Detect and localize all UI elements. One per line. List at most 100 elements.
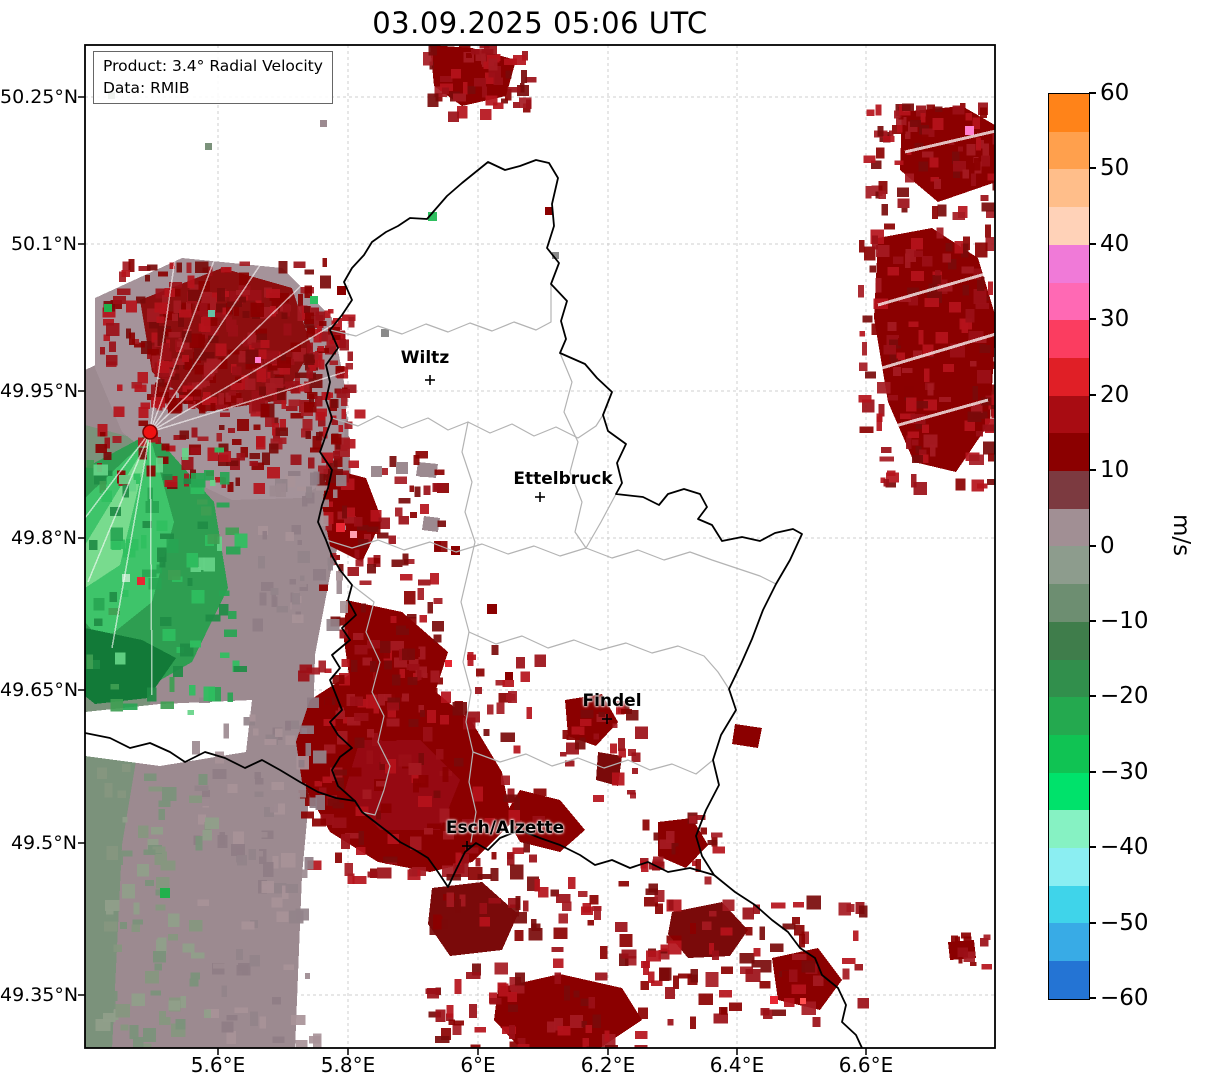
radar-pixel bbox=[142, 1028, 157, 1042]
radar-pixel bbox=[220, 652, 230, 659]
radar-pixel bbox=[298, 759, 305, 768]
radar-pixel bbox=[413, 455, 420, 466]
radar-pixel bbox=[285, 406, 298, 411]
radar-pixel bbox=[1000, 421, 1006, 429]
radar-pixel bbox=[401, 693, 409, 702]
radar-pixel bbox=[897, 198, 910, 209]
radar-pixel bbox=[101, 490, 112, 502]
radar-pixel bbox=[86, 654, 94, 669]
radar-pixel bbox=[665, 987, 676, 1000]
colorbar bbox=[1048, 93, 1090, 1000]
radar-pixel bbox=[866, 109, 875, 117]
radar-pixel bbox=[366, 750, 373, 764]
radar-pixel bbox=[648, 971, 655, 984]
radar-pixel bbox=[519, 97, 532, 109]
radar-pixel bbox=[945, 242, 953, 252]
radar-pixel bbox=[172, 358, 186, 365]
radar-pixel bbox=[885, 482, 896, 488]
radar-pixel bbox=[407, 677, 418, 685]
radar-pixel bbox=[366, 564, 377, 574]
data-source-label: Data: RMIB bbox=[103, 78, 190, 97]
radar-pixel bbox=[401, 858, 410, 865]
radar-pixel bbox=[336, 571, 343, 581]
radar-pixel bbox=[103, 966, 109, 977]
radar-pixel bbox=[160, 343, 170, 356]
radar-pixel bbox=[390, 616, 397, 623]
radar-pixel bbox=[253, 424, 261, 431]
radar-pixel bbox=[352, 632, 364, 641]
radar-pixel bbox=[122, 574, 130, 582]
radar-pixel bbox=[159, 533, 174, 540]
radar-pixel bbox=[932, 275, 942, 286]
radar-pixel bbox=[352, 876, 367, 885]
radar-pixel bbox=[552, 958, 564, 968]
radar-pixel bbox=[105, 355, 118, 366]
radar-pixel bbox=[230, 382, 244, 391]
radar-pixel bbox=[432, 687, 438, 698]
radar-pixel bbox=[937, 306, 949, 322]
radar-pixel bbox=[471, 64, 483, 74]
radar-pixel bbox=[147, 838, 159, 851]
radar-pixel bbox=[198, 774, 208, 785]
radar-pixel bbox=[479, 902, 487, 914]
radar-pixel bbox=[271, 782, 285, 790]
radar-pixel bbox=[329, 460, 338, 470]
radar-pixel bbox=[339, 673, 350, 686]
radar-pixel bbox=[190, 640, 201, 648]
radar-pixel bbox=[267, 700, 283, 714]
radar-pixel bbox=[89, 539, 98, 551]
radar-pixel bbox=[261, 830, 274, 839]
radar-pixel bbox=[352, 619, 365, 632]
radar-pixel bbox=[247, 289, 262, 301]
radar-pixel bbox=[237, 419, 249, 431]
radar-pixel bbox=[983, 934, 991, 940]
radar-pixel bbox=[225, 527, 239, 536]
radar-pixel bbox=[236, 948, 243, 961]
radar-pixel bbox=[667, 1019, 674, 1026]
radar-pixel bbox=[116, 288, 131, 296]
radar-pixel bbox=[981, 963, 992, 970]
radar-pixel bbox=[964, 420, 976, 432]
radar-pixel bbox=[424, 827, 434, 835]
radar-pixel bbox=[196, 382, 207, 388]
radar-pixel bbox=[240, 447, 248, 458]
radar-pixel bbox=[842, 958, 856, 964]
radar-pixel bbox=[440, 76, 453, 83]
radar-pixel bbox=[262, 531, 267, 540]
radar-pixel bbox=[806, 895, 821, 910]
radar-pixel bbox=[270, 1022, 286, 1031]
radar-pixel bbox=[534, 879, 541, 892]
radar-pixel bbox=[202, 829, 213, 841]
radar-pixel bbox=[171, 373, 180, 380]
radar-pixel bbox=[553, 927, 568, 939]
radar-pixel bbox=[910, 238, 923, 250]
radar-pixel bbox=[419, 615, 427, 623]
radar-pixel bbox=[113, 944, 123, 953]
radar-pixel bbox=[188, 289, 202, 301]
radar-pixel bbox=[134, 342, 145, 348]
radar-pixel bbox=[160, 351, 172, 360]
red-mass-esch-inner bbox=[345, 740, 460, 830]
radar-pixel bbox=[182, 447, 189, 461]
radar-pixel bbox=[221, 985, 227, 997]
radar-pixel bbox=[156, 877, 170, 889]
radar-pixel bbox=[963, 951, 975, 962]
radar-pixel bbox=[910, 270, 925, 281]
radar-pixel bbox=[309, 394, 315, 407]
radar-pixel bbox=[997, 362, 1005, 369]
radar-pixel bbox=[512, 911, 528, 924]
radar-pixel bbox=[291, 592, 300, 605]
radar-pixel bbox=[158, 271, 168, 277]
radar-pixel bbox=[249, 954, 260, 967]
radar-pixel bbox=[547, 1021, 556, 1033]
radar-pixel bbox=[922, 256, 933, 267]
radar-pixel bbox=[145, 275, 150, 282]
radar-pixel bbox=[281, 312, 288, 319]
radar-pixel bbox=[922, 134, 929, 143]
radar-pixel bbox=[190, 447, 201, 455]
radar-pixel bbox=[398, 498, 411, 504]
radar-pixel bbox=[104, 304, 112, 312]
radar-pixel bbox=[260, 582, 274, 591]
red-blob-se-esch bbox=[658, 818, 708, 868]
